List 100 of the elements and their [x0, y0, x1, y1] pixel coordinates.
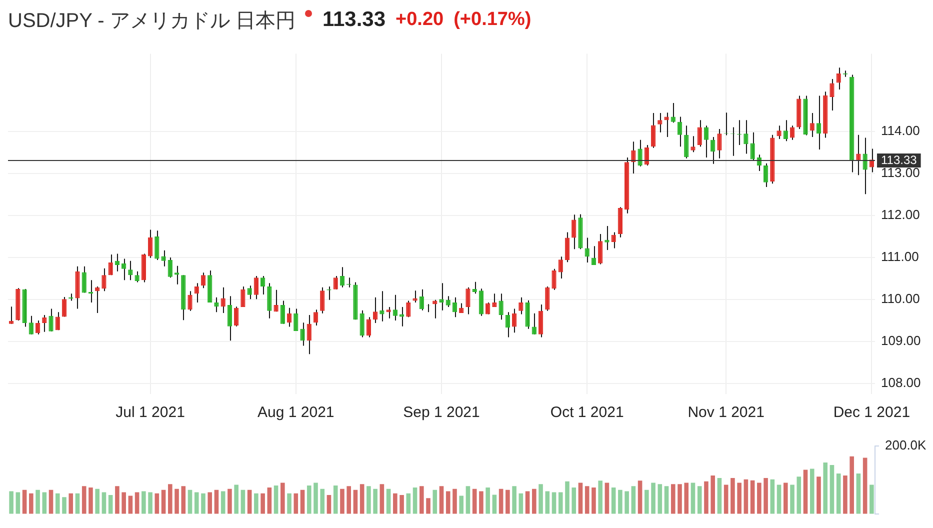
bar [393, 493, 398, 514]
y-tick-label: 113.00 [881, 165, 920, 180]
bar [201, 493, 206, 514]
bar [320, 488, 325, 514]
bar [784, 482, 788, 514]
candlestick [856, 134, 861, 176]
bar [638, 480, 642, 514]
candlestick [340, 266, 345, 288]
candlestick [380, 290, 384, 322]
candlestick [783, 120, 788, 142]
candlestick [128, 260, 133, 281]
bar [790, 484, 794, 514]
bar [380, 484, 384, 514]
bar [664, 486, 669, 514]
candlestick [591, 246, 596, 266]
bar [22, 490, 27, 514]
bar [651, 482, 656, 514]
candlestick [141, 253, 146, 283]
candlestick [148, 229, 153, 258]
bar [862, 458, 868, 514]
bar [142, 491, 146, 514]
bar [492, 494, 497, 514]
candlestick [737, 120, 742, 146]
y-tick-label: 111.00 [881, 249, 919, 264]
bar [294, 493, 298, 514]
bar [584, 486, 590, 514]
bar [240, 490, 246, 514]
candlestick [366, 316, 372, 338]
bar [439, 486, 444, 514]
bar [717, 478, 722, 514]
candlestick [313, 309, 318, 326]
x-tick-label: Dec 1 2021 [833, 404, 910, 422]
bar [816, 476, 821, 514]
y-tick-label: 109.00 [881, 333, 921, 348]
bar [55, 493, 60, 514]
bar [29, 493, 34, 514]
candlestick [710, 136, 716, 164]
candlestick [102, 268, 106, 292]
bar [220, 491, 226, 514]
bar [604, 482, 610, 514]
candlestick [82, 266, 86, 294]
candlestick [670, 102, 676, 124]
candlestick [333, 275, 338, 290]
candlestick [294, 308, 298, 332]
bar [658, 484, 662, 514]
candlestick [744, 120, 748, 154]
bar [122, 492, 126, 514]
candlestick [525, 300, 530, 330]
candlestick [492, 293, 497, 308]
bar [154, 493, 160, 514]
bar [234, 484, 238, 514]
candlestick [412, 290, 418, 303]
bar [108, 495, 113, 514]
bar [506, 490, 510, 514]
bar [432, 490, 438, 514]
candlestick [790, 125, 795, 140]
bar [850, 456, 854, 514]
bar [48, 490, 54, 514]
candlestick [498, 293, 504, 320]
y-tick-label: 108.00 [881, 375, 921, 390]
bar [42, 492, 47, 514]
bar [466, 486, 470, 514]
candlestick [604, 226, 610, 250]
bar [82, 486, 86, 514]
bar [776, 484, 782, 514]
candlestick [505, 312, 510, 338]
candlestick [134, 270, 140, 283]
x-tick-label: Aug 1 2021 [258, 404, 334, 422]
candlestick [247, 285, 252, 300]
bar [710, 476, 715, 514]
candlestick [690, 136, 696, 153]
bar [373, 488, 378, 514]
bar [314, 482, 318, 514]
bar [88, 488, 93, 514]
bar [9, 491, 14, 514]
bar [730, 478, 735, 514]
candlestick [572, 214, 576, 250]
bar [684, 482, 689, 514]
bar [870, 484, 874, 514]
candlestick [122, 258, 126, 281]
candlestick [717, 128, 722, 159]
x-tick-label: Nov 1 2021 [688, 404, 764, 422]
y-tick-label: 110.00 [881, 291, 920, 306]
bar [724, 484, 728, 514]
bar [353, 490, 358, 514]
bar [532, 488, 536, 514]
bar [254, 493, 258, 514]
bar [552, 492, 556, 514]
candlestick [538, 304, 544, 338]
bar [578, 482, 583, 514]
bar [796, 476, 802, 514]
bar [856, 474, 861, 514]
candlestick [552, 268, 556, 290]
bar [518, 493, 524, 514]
candlestick [452, 296, 458, 318]
bar [764, 478, 768, 514]
bar [161, 490, 166, 514]
candlestick [300, 322, 305, 346]
candlestick [836, 67, 841, 90]
bar [823, 462, 828, 514]
